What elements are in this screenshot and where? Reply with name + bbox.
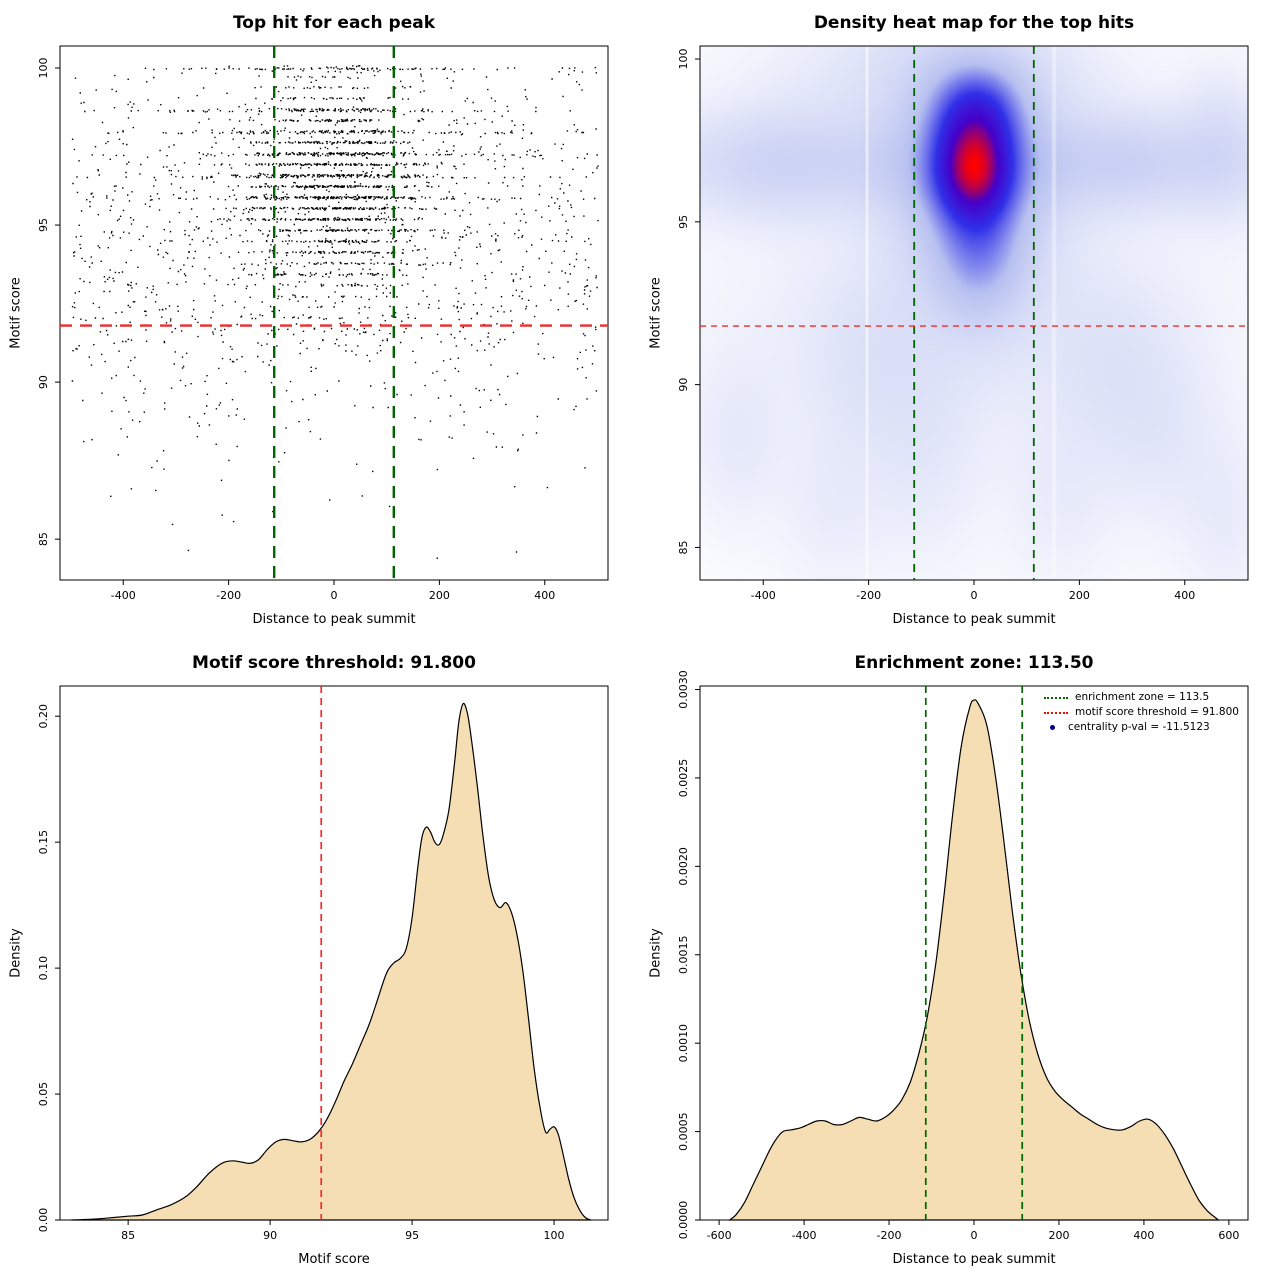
svg-text:200: 200	[1069, 589, 1090, 602]
svg-text:95: 95	[677, 215, 690, 229]
svg-text:0.0030: 0.0030	[677, 670, 690, 709]
svg-text:100: 100	[37, 57, 50, 78]
svg-text:90: 90	[677, 378, 690, 392]
svg-text:0.0015: 0.0015	[677, 936, 690, 975]
y-axis-label: Motif score	[8, 277, 24, 349]
panel-density-heatmap: Density heat map for the top hits -400 -2…	[640, 0, 1280, 640]
svg-text:95: 95	[405, 1229, 419, 1242]
legend-label: enrichment zone = 113.5	[1075, 691, 1210, 703]
svg-text:95: 95	[37, 218, 50, 232]
svg-text:85: 85	[121, 1229, 135, 1242]
svg-text:-200: -200	[856, 589, 881, 602]
panel-motif-score-density: Motif score threshold: 91.800 85 90 95 100 0…	[0, 640, 640, 1280]
heatmap-canvas	[700, 46, 1248, 580]
heatmap-plot-svg: -400 -200 0 200 400 85 90 95 100	[677, 45, 1249, 602]
x-axis-label: Distance to peak summit	[892, 1252, 1056, 1267]
legend: enrichment zone = 113.5 motif score thre…	[1044, 690, 1239, 735]
svg-text:0.0025: 0.0025	[677, 759, 690, 798]
svg-text:0.20: 0.20	[37, 704, 50, 729]
svg-text:0: 0	[971, 1229, 978, 1242]
svg-text:0: 0	[971, 589, 978, 602]
svg-text:-400: -400	[792, 1229, 817, 1242]
legend-label: motif score threshold = 91.800	[1075, 706, 1239, 718]
page-title: Enrichment zone: 113.50	[854, 653, 1094, 673]
y-axis-label: Density	[8, 928, 24, 978]
x-axis-label: Distance to peak summit	[892, 612, 1056, 627]
svg-text:400: 400	[534, 589, 555, 602]
motif-density-plot-svg: 85 90 95 100 0.00 0.05 0.10 0.15 0.20	[37, 685, 609, 1242]
svg-text:85: 85	[677, 540, 690, 554]
svg-text:-200: -200	[216, 589, 241, 602]
svg-text:0: 0	[331, 589, 338, 602]
legend-label: centrality p-val = -11.5123	[1068, 721, 1210, 733]
svg-text:85: 85	[37, 532, 50, 546]
svg-text:90: 90	[263, 1229, 277, 1242]
y-axis-label: Motif score	[648, 277, 664, 349]
legend-item-centrality-pval: centrality p-val = -11.5123	[1044, 720, 1239, 735]
svg-text:0.0000: 0.0000	[677, 1201, 690, 1240]
svg-text:100: 100	[677, 49, 690, 70]
distance-density-plot-svg: -600 -400 -200 0 200 400 600 0.0000 0.0005 0.0010…	[677, 670, 1249, 1242]
panel-scatter-top-hits: Top hit for each peak -400 -200 0 200 400 85 9…	[0, 0, 640, 640]
svg-text:0.15: 0.15	[37, 830, 50, 855]
svg-text:-200: -200	[877, 1229, 902, 1242]
legend-item-enrichment-zone: enrichment zone = 113.5	[1044, 690, 1239, 705]
svg-text:600: 600	[1218, 1229, 1239, 1242]
svg-text:0.05: 0.05	[37, 1082, 50, 1107]
svg-text:200: 200	[1048, 1229, 1069, 1242]
svg-text:0.0020: 0.0020	[677, 847, 690, 886]
panel-enrichment-zone-density: Enrichment zone: 113.50 -600 -400 -200 0 200…	[640, 640, 1280, 1280]
motif-threshold-line-icon	[1044, 711, 1068, 714]
svg-text:0.0005: 0.0005	[677, 1112, 690, 1151]
svg-text:-400: -400	[111, 589, 136, 602]
page-title: Motif score threshold: 91.800	[192, 653, 476, 673]
centrality-pval-point-icon	[1050, 725, 1055, 730]
svg-text:400: 400	[1133, 1229, 1154, 1242]
scatter-plot-svg: -400 -200 0 200 400 85 90 95 100	[37, 45, 609, 602]
svg-text:-600: -600	[707, 1229, 732, 1242]
svg-text:0.00: 0.00	[37, 1208, 50, 1233]
x-axis-label: Motif score	[298, 1252, 370, 1267]
svg-text:-400: -400	[751, 589, 776, 602]
svg-text:200: 200	[429, 589, 450, 602]
svg-text:90: 90	[37, 375, 50, 389]
svg-text:0.10: 0.10	[37, 956, 50, 981]
svg-text:400: 400	[1174, 589, 1195, 602]
enrichment-zone-line-icon	[1044, 696, 1068, 699]
page-title: Density heat map for the top hits	[813, 13, 1135, 33]
legend-item-motif-threshold: motif score threshold = 91.800	[1044, 705, 1239, 720]
x-axis-label: Distance to peak summit	[252, 612, 416, 627]
page-title: Top hit for each peak	[232, 13, 436, 33]
svg-text:100: 100	[544, 1229, 565, 1242]
y-axis-label: Density	[648, 928, 664, 978]
svg-text:0.0010: 0.0010	[677, 1024, 690, 1063]
